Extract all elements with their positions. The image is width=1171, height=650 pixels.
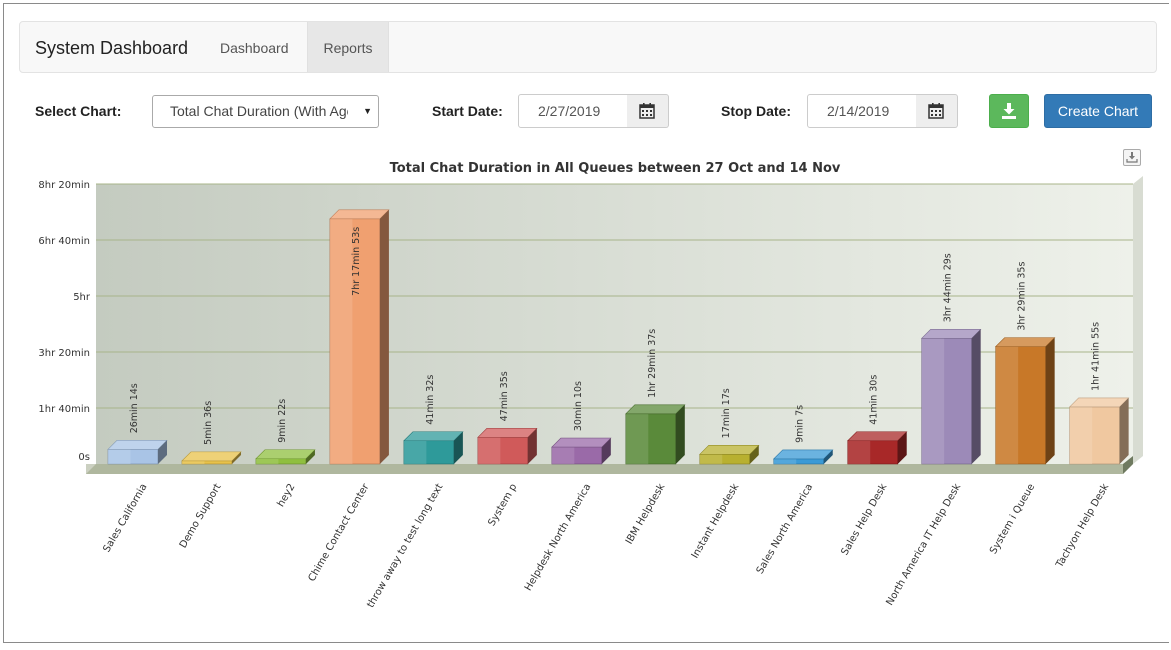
- start-date-input[interactable]: 2/27/2019: [518, 94, 628, 128]
- start-date-calendar-button[interactable]: [627, 94, 669, 128]
- x-category-label: IBM Helpdesk: [624, 482, 668, 546]
- y-tick-label: 0s: [78, 452, 90, 463]
- calendar-icon: [639, 103, 655, 119]
- brand-title[interactable]: System Dashboard: [35, 38, 189, 58]
- data-label: 26min 14s: [129, 383, 140, 433]
- bar-ibm-helpdesk[interactable]: [625, 404, 686, 465]
- data-label: 3hr 44min 29s: [943, 253, 954, 322]
- x-category-label: North America IT Help Desk: [884, 482, 963, 608]
- tab-dashboard[interactable]: Dashboard: [220, 40, 289, 56]
- bar-north-america-it-help-desk[interactable]: [920, 328, 982, 465]
- bar-instant-helpdesk[interactable]: [699, 445, 760, 465]
- y-tick-label: 8hr 20min: [38, 180, 90, 191]
- bar-sales-help-desk[interactable]: [846, 431, 908, 465]
- select-chart-label: Select Chart:: [35, 103, 122, 119]
- caret-down-icon: ▼: [363, 106, 372, 116]
- x-category-label: Helpdesk North America: [523, 482, 593, 593]
- stop-date-label: Stop Date:: [721, 103, 791, 119]
- x-category-label: System p: [487, 482, 520, 528]
- x-category-label: Chime Contact Center: [307, 481, 372, 583]
- x-category-label: Demo Support: [178, 482, 224, 550]
- bar-sales-north-america[interactable]: [773, 449, 834, 465]
- download-button[interactable]: [989, 94, 1029, 128]
- data-label: 30min 10s: [573, 381, 584, 431]
- bar-chime-contact-center[interactable]: [329, 209, 390, 465]
- bar-helpdesk-north-america[interactable]: [551, 437, 612, 465]
- start-date-label: Start Date:: [432, 103, 503, 119]
- x-category-label: throw away to test long text: [365, 482, 445, 610]
- data-label: 3hr 29min 35s: [1017, 262, 1028, 331]
- navbar: System Dashboard Dashboard Reports: [19, 21, 1157, 73]
- bar-throw-away-to-test-long-text[interactable]: [403, 431, 464, 465]
- bar-system-i-queue[interactable]: [994, 337, 1056, 465]
- x-category-label: hey2: [276, 482, 298, 509]
- bar-tachyon-help-desk[interactable]: [1068, 397, 1130, 465]
- plot-floor-edge: [1123, 456, 1133, 474]
- x-category-label: Sales Help Desk: [839, 482, 889, 558]
- chart-export-button[interactable]: [1123, 149, 1141, 166]
- x-category-label: System i Queue: [988, 482, 1037, 556]
- create-chart-button[interactable]: Create Chart: [1044, 94, 1152, 128]
- stop-date-calendar-button[interactable]: [916, 94, 958, 128]
- x-category-label: Tachyon Help Desk: [1054, 482, 1112, 571]
- stop-date-input[interactable]: 2/14/2019: [807, 94, 917, 128]
- chart-title: Total Chat Duration in All Queues betwee…: [390, 161, 841, 176]
- bar-system-p[interactable]: [477, 428, 538, 465]
- export-icon: [1126, 152, 1138, 163]
- plot-floor-front: [86, 464, 1123, 474]
- data-label: 41min 30s: [869, 375, 880, 425]
- download-icon: [1002, 103, 1016, 119]
- y-tick-label: 5hr: [73, 292, 91, 303]
- bar-hey2[interactable]: [255, 449, 316, 465]
- tab-reports[interactable]: Reports: [307, 22, 389, 72]
- data-label: 47min 35s: [499, 371, 510, 421]
- data-label: 17min 17s: [721, 388, 732, 438]
- x-category-label: Sales California: [101, 482, 149, 554]
- y-tick-label: 6hr 40min: [38, 236, 90, 247]
- data-label: 7hr 17min 53s: [351, 227, 362, 296]
- bar-sales-california[interactable]: [107, 440, 168, 465]
- chart-select[interactable]: Total Chat Duration (With Agent) ▼: [152, 95, 379, 128]
- data-label: 1hr 29min 37s: [647, 329, 658, 398]
- calendar-icon: [928, 103, 944, 119]
- chart-select-value: Total Chat Duration (With Agent): [170, 103, 348, 119]
- data-label: 5min 36s: [203, 401, 214, 445]
- data-label: 9min 7s: [795, 405, 806, 443]
- y-tick-label: 1hr 40min: [38, 404, 90, 415]
- bar-demo-support[interactable]: [181, 451, 242, 465]
- data-label: 1hr 41min 55s: [1091, 322, 1102, 391]
- x-category-label: Sales North America: [755, 482, 816, 576]
- y-tick-label: 3hr 20min: [38, 348, 90, 359]
- data-label: 9min 22s: [277, 399, 288, 443]
- x-category-label: Instant Helpdesk: [690, 482, 742, 561]
- plot-back-wall: [1133, 176, 1143, 464]
- data-label: 41min 32s: [425, 375, 436, 425]
